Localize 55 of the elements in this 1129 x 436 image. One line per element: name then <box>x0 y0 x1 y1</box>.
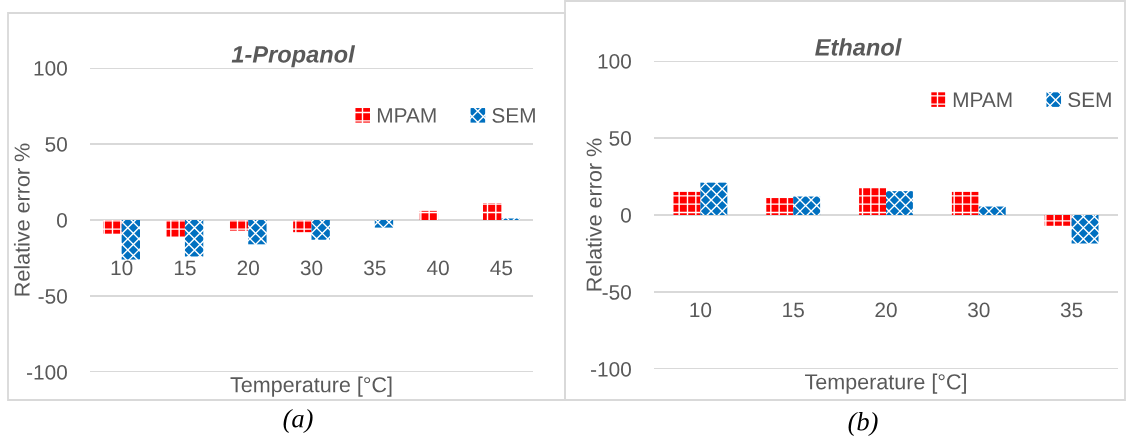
bar <box>229 220 249 231</box>
chart-title: Ethanol <box>815 38 902 56</box>
bar <box>859 187 886 215</box>
y-tick-label: 50 <box>609 131 631 146</box>
x-tick-label: 45 <box>490 260 513 276</box>
x-tick-label: 20 <box>237 260 259 276</box>
x-tick-label: 20 <box>875 302 897 318</box>
bar <box>311 220 330 240</box>
bar <box>886 191 913 215</box>
y-tick-label: 0 <box>57 213 67 228</box>
y-tick-label: -50 <box>38 289 67 304</box>
y-tick-label: 100 <box>34 61 67 76</box>
bar <box>700 182 728 215</box>
bar <box>483 203 502 220</box>
y-axis-title: Relative error % <box>13 143 30 296</box>
bar <box>184 220 204 257</box>
x-tick-label: 30 <box>968 302 990 318</box>
x-tick-label: 35 <box>1060 302 1083 318</box>
x-tick-label: 15 <box>174 260 196 276</box>
bar <box>1071 215 1099 244</box>
x-tick-label: 30 <box>300 260 323 276</box>
bar <box>978 206 1006 215</box>
x-tick-label: 40 <box>426 260 449 276</box>
legend-label: MPAM <box>377 108 436 123</box>
bar <box>419 210 439 220</box>
text: (b) <box>848 412 878 436</box>
bar <box>673 191 701 215</box>
y-tick-label: 50 <box>45 137 67 152</box>
bar <box>766 198 794 215</box>
bar <box>166 220 185 237</box>
x-axis-title: Temperature [°C] <box>805 373 966 394</box>
x-axis-title: Temperature [°C] <box>230 376 392 397</box>
bar <box>793 196 821 215</box>
bar <box>248 220 267 245</box>
bar <box>121 220 140 260</box>
legend-label: SEM <box>492 108 535 123</box>
legend-label: MPAM <box>953 92 1012 107</box>
y-tick-label: 100 <box>598 54 631 69</box>
bar <box>103 220 122 234</box>
x-tick-label: 35 <box>363 260 386 276</box>
y-tick-label: -100 <box>591 362 631 377</box>
y-axis-title: Relative error % <box>585 138 602 291</box>
y-tick-label: -50 <box>602 285 631 300</box>
bar <box>374 220 394 228</box>
bar <box>1044 215 1072 226</box>
text: (a) <box>283 409 313 433</box>
y-tick-label: -100 <box>27 365 67 380</box>
x-tick-label: 10 <box>111 260 133 276</box>
bar <box>293 220 312 233</box>
legend-label: SEM <box>1068 92 1111 108</box>
y-tick-label: 0 <box>621 208 631 223</box>
chart-title: 1-Propanol <box>231 45 356 68</box>
x-tick-label: 10 <box>690 302 712 318</box>
x-tick-label: 15 <box>783 302 804 318</box>
bar <box>951 191 979 215</box>
